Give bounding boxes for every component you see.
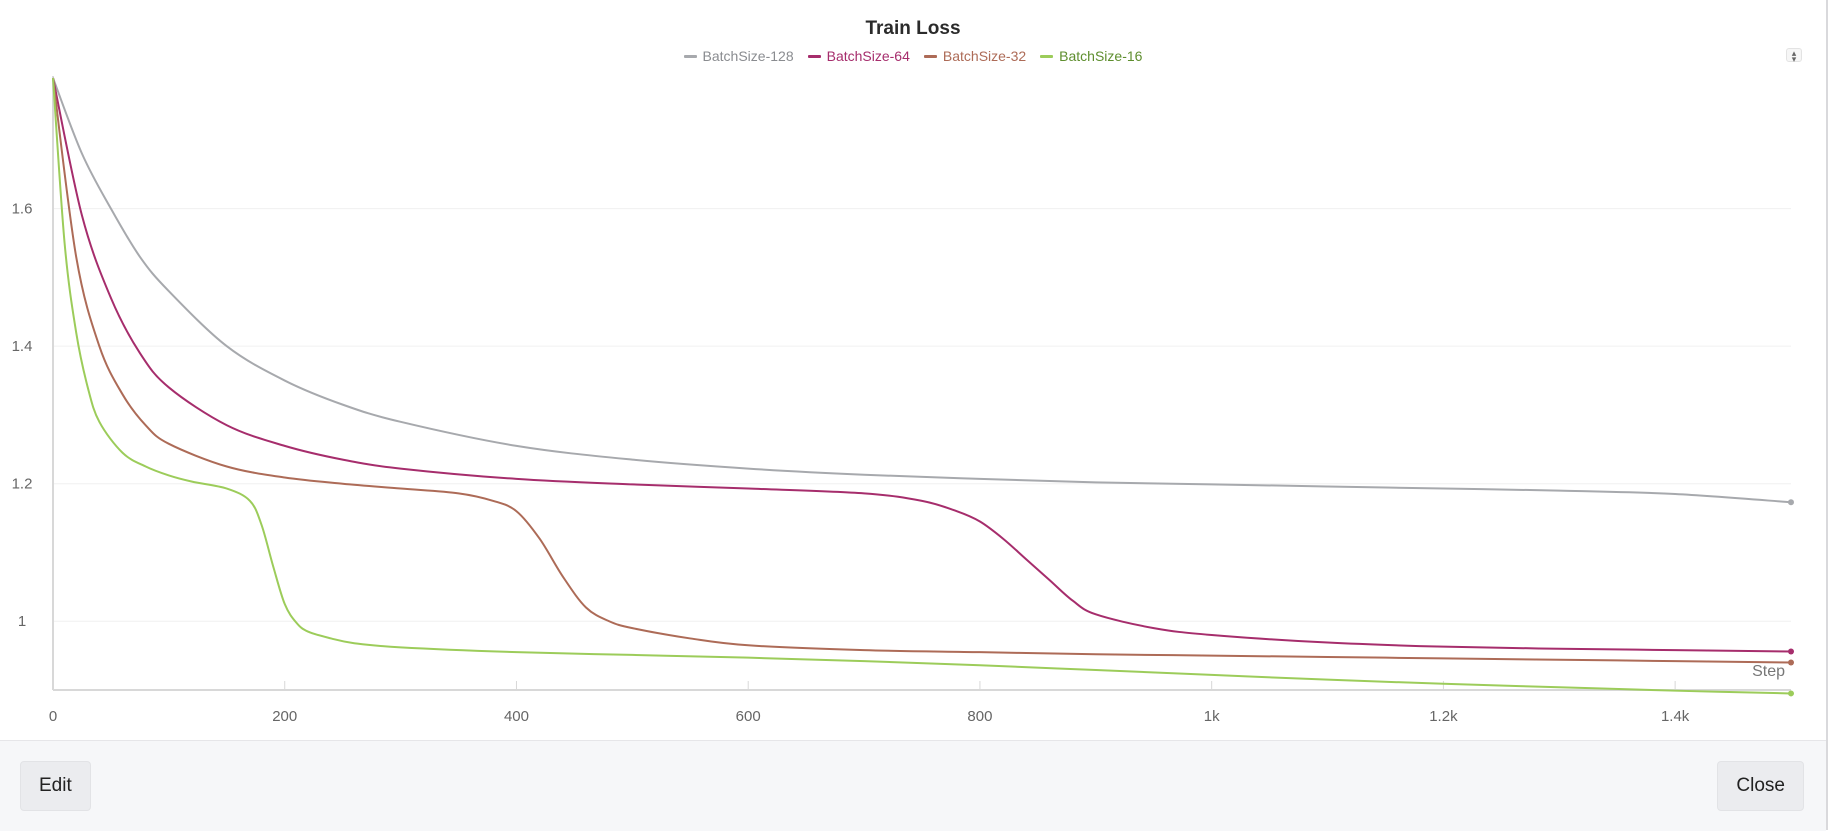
- legend-label: BatchSize-32: [942, 48, 1027, 64]
- chart-title: Train Loss: [865, 18, 961, 39]
- series-line-3: [52, 77, 1792, 695]
- legend-swatch: [807, 54, 821, 58]
- y-tick-label: 1: [18, 613, 26, 630]
- legend-item[interactable]: BatchSize-16: [1040, 48, 1142, 64]
- y-tick-label: 1.2: [12, 476, 33, 493]
- series-end-point-2: [1788, 659, 1794, 666]
- series-end-point-0: [1788, 499, 1794, 506]
- series-line-2: [52, 77, 1792, 664]
- x-tick-label: 1.4k: [1661, 708, 1690, 725]
- y-tick-label: 1.6: [12, 201, 33, 218]
- series-end-point-1: [1788, 648, 1794, 655]
- x-tick-label: 1.2k: [1429, 708, 1458, 725]
- legend-swatch: [1040, 54, 1054, 58]
- legend-label: BatchSize-64: [826, 48, 910, 64]
- x-tick-label: 600: [736, 708, 761, 725]
- x-tick-label: 400: [504, 708, 529, 725]
- modal-footer: Edit Close: [0, 740, 1826, 831]
- series-line-0: [52, 77, 1792, 504]
- x-tick-label: 200: [272, 708, 297, 725]
- series-line-1: [52, 77, 1792, 653]
- x-tick-label: 0: [49, 708, 57, 725]
- legend-label: BatchSize-16: [1059, 48, 1143, 64]
- legend-swatch: [923, 54, 937, 58]
- chart-legend: BatchSize-128 BatchSize-64 BatchSize-32 Bat…: [0, 48, 1826, 64]
- series-end-point-3: [1788, 690, 1794, 697]
- sort-toggle-icon[interactable]: ▴ ▾: [1786, 48, 1802, 64]
- legend-item[interactable]: BatchSize-32: [923, 48, 1027, 64]
- legend-swatch: [683, 54, 697, 58]
- legend-item[interactable]: BatchSize-64: [807, 48, 910, 64]
- legend-label: BatchSize-128: [702, 48, 794, 64]
- edit-button[interactable]: Edit: [20, 761, 91, 811]
- legend-item[interactable]: BatchSize-128: [683, 48, 794, 64]
- y-tick-label: 1.4: [12, 338, 33, 355]
- line-chart: 1 1.2 1.4 1.6 0 200 400 600 800 1k 1.2k 1.4k Step: [12, 76, 1794, 725]
- close-button[interactable]: Close: [1717, 761, 1804, 811]
- x-tick-label: 800: [967, 708, 992, 725]
- x-axis-label: Step: [1752, 663, 1785, 680]
- x-tick-label: 1k: [1204, 708, 1220, 725]
- chart-panel: 1 1.2 1.4 1.6 0 200 400 600 800 1k 1.2k 1.4k Step Tr…: [0, 18, 1826, 725]
